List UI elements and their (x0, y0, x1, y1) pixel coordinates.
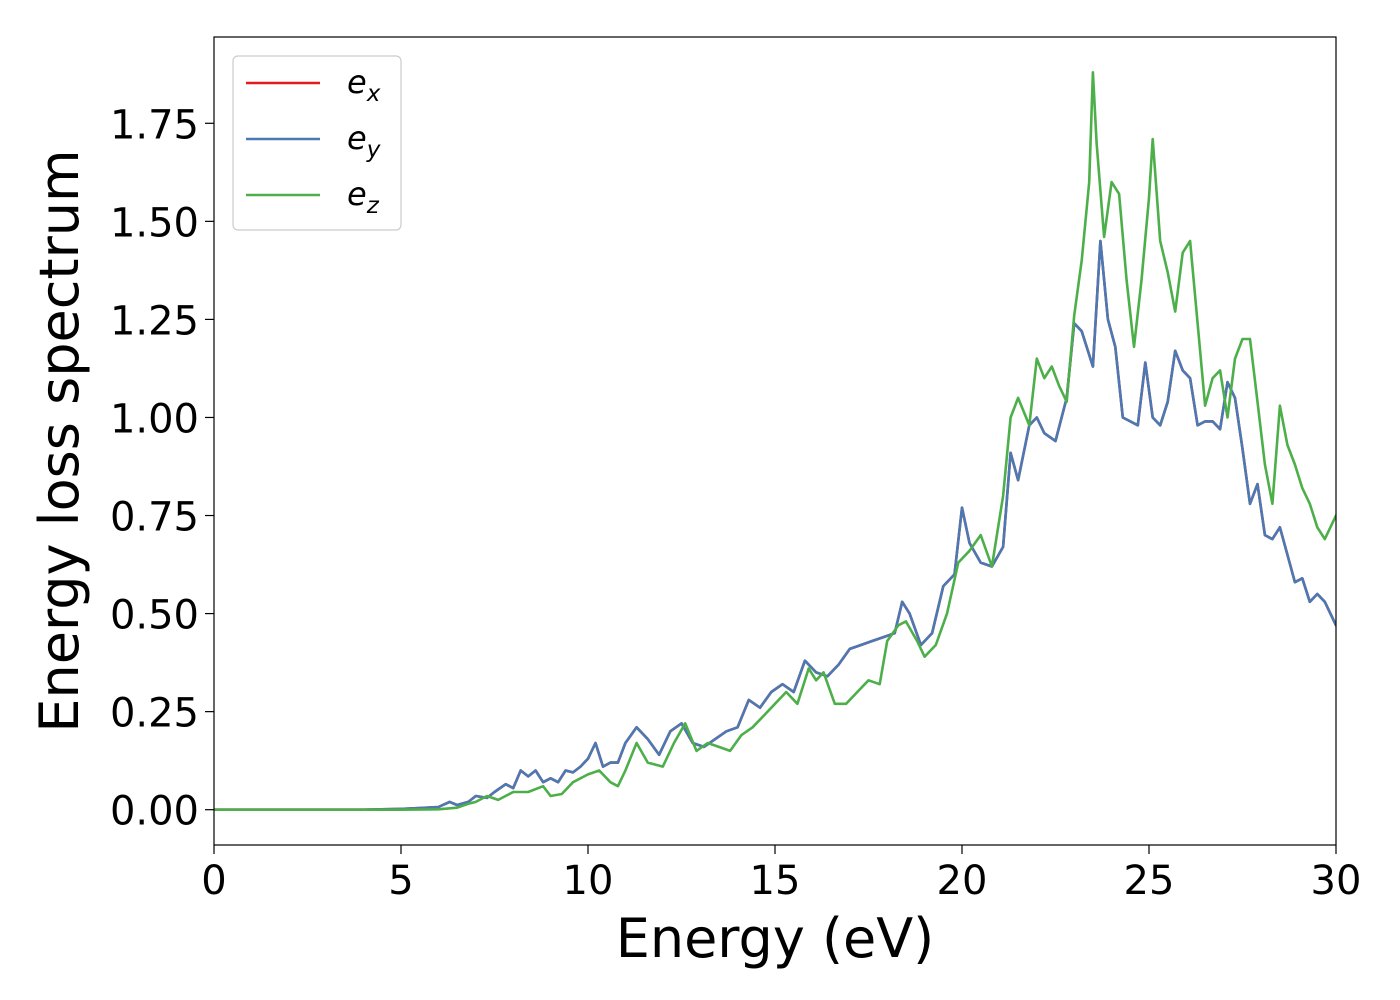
legend-label-z: ez (347, 175, 380, 219)
y-tick-label: 0.00 (110, 789, 199, 835)
y-tick-label: 1.75 (110, 102, 199, 148)
x-tick-label: 10 (563, 858, 614, 904)
x-axis-label: Energy (eV) (616, 907, 935, 970)
y-axis-label: Energy loss spectrum (28, 149, 91, 732)
y-tick-label: 1.00 (110, 396, 199, 442)
legend: ex ey ez (232, 55, 402, 231)
y-tick-label: 0.50 (110, 593, 199, 639)
x-tick-label: 20 (937, 858, 988, 904)
legend-label-y: ey (347, 119, 381, 163)
x-tick-label: 30 (1311, 858, 1362, 904)
y-tick-label: 0.75 (110, 495, 199, 541)
legend-label-x: ex (347, 63, 381, 107)
x-tick-label: 0 (201, 858, 226, 904)
y-tick-label: 1.25 (110, 298, 199, 344)
x-tick-label: 15 (750, 858, 801, 904)
series-line-y (214, 239, 1336, 812)
x-tick-label: 25 (1124, 858, 1175, 904)
y-axis-ticks: 0.00 0.25 0.50 0.75 1.00 1.25 1.50 1.75 (110, 102, 214, 835)
series-layer (214, 71, 1336, 812)
x-axis-ticks: 0 5 10 15 20 25 30 (201, 845, 1361, 904)
legend-box (232, 55, 402, 231)
series-line-z (214, 71, 1336, 812)
x-tick-label: 5 (388, 858, 413, 904)
plot-frame (213, 36, 1337, 846)
y-tick-label: 1.50 (110, 200, 199, 246)
y-tick-label: 0.25 (110, 691, 199, 737)
